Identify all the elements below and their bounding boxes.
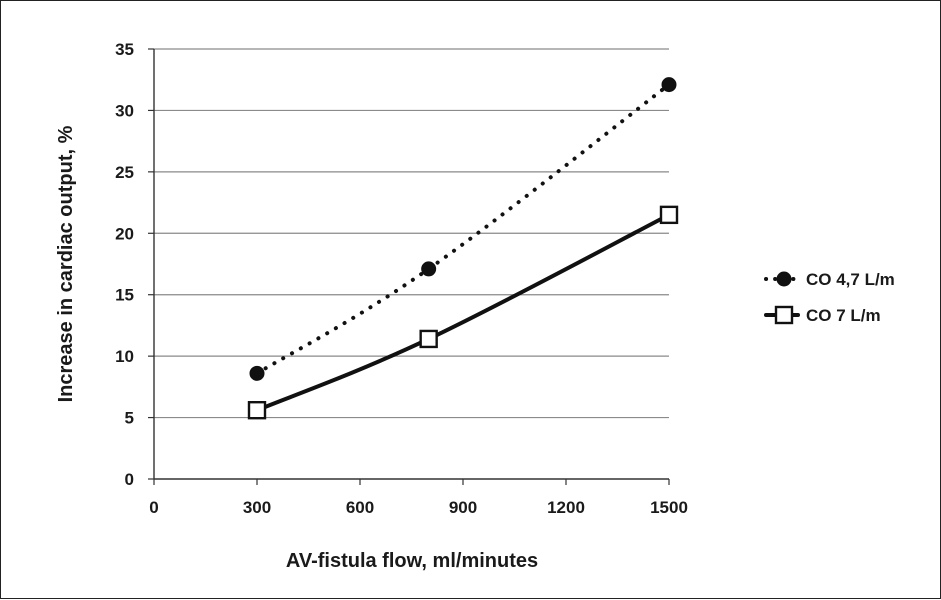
y-tick-label: 15 [115, 286, 134, 305]
x-tick-label: 900 [449, 498, 477, 517]
data-point [249, 365, 265, 381]
legend-label: CO 4,7 L/m [806, 270, 895, 289]
y-tick-label: 25 [115, 163, 134, 182]
y-tick-label: 10 [115, 347, 134, 366]
legend-marker [774, 305, 794, 325]
series-line-1 [255, 82, 671, 376]
data-point [661, 77, 677, 93]
x-tick-label: 600 [346, 498, 374, 517]
axes [148, 48, 670, 485]
data-point [659, 205, 679, 225]
x-tick-label: 1500 [650, 498, 688, 517]
y-axis-title: Increase in cardiac output, % [55, 125, 77, 402]
x-tick-label: 300 [243, 498, 271, 517]
y-tick-label: 0 [125, 470, 134, 489]
x-tick-label: 0 [149, 498, 158, 517]
data-point [419, 329, 438, 349]
data-point [247, 401, 267, 420]
data-point [421, 261, 437, 277]
x-tick-label: 1200 [547, 498, 585, 517]
gridlines [154, 48, 669, 419]
x-tick-labels: 0 300 600 900 1200 1500 [149, 498, 688, 517]
series-lines [247, 77, 679, 420]
y-tick-label: 5 [125, 409, 134, 428]
y-tick-labels: 0 5 10 15 20 25 30 35 [115, 40, 134, 489]
y-tick-label: 20 [115, 224, 134, 243]
x-axis-title: AV-fistula flow, ml/minutes [286, 550, 538, 572]
y-tick-label: 30 [115, 101, 134, 120]
y-tick-label: 35 [115, 40, 134, 59]
legend-label: CO 7 L/m [806, 306, 881, 325]
legend: CO 4,7 L/m CO 7 L/m [764, 270, 895, 325]
legend-marker [776, 271, 792, 287]
